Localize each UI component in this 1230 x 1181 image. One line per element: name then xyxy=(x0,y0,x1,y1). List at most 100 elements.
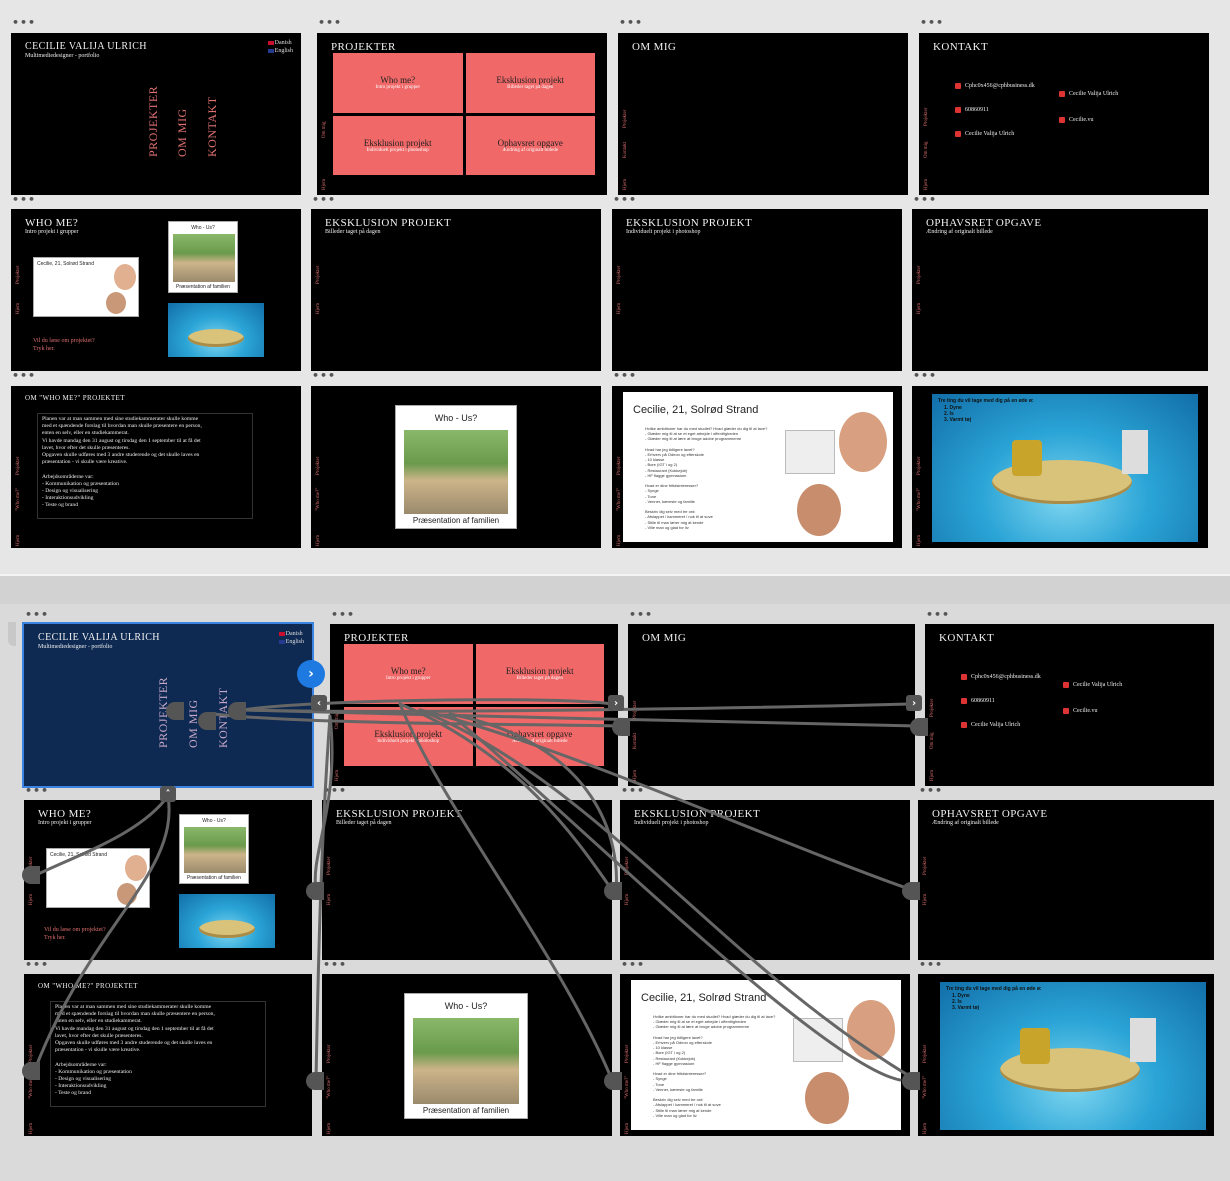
thumb-island[interactable] xyxy=(168,303,264,357)
slide-menu-dots[interactable]: ••• xyxy=(25,958,50,971)
slide-om-who-me[interactable]: OM "WHO ME?" PROJEKTET Hjem "Who me?" Proj… xyxy=(24,974,312,1136)
slide-menu-dots[interactable]: ••• xyxy=(920,16,945,29)
link-anchor-projekter[interactable] xyxy=(166,702,184,720)
slide-kontakt[interactable]: KONTAKT Hjem Om mig Projekter Cphc0x456@cp… xyxy=(925,624,1214,786)
slide-menu-dots[interactable]: ••• xyxy=(331,608,356,621)
link-anchor[interactable] xyxy=(22,866,40,884)
link-anchor[interactable] xyxy=(902,1072,920,1090)
slide-menu-dots[interactable]: ••• xyxy=(12,369,37,382)
link-anchor-kontakt[interactable] xyxy=(228,702,246,720)
nav-home-link[interactable]: Hjem xyxy=(316,534,321,546)
slide-eksklusion-1[interactable]: EKSKLUSION PROJEKT Billeder taget på dag… xyxy=(311,209,601,371)
thumb-island[interactable] xyxy=(179,894,275,948)
nav-home-link[interactable]: Hjem xyxy=(29,1122,34,1134)
slide-kontakt[interactable]: KONTAKT Hjem Om mig Projekter Cphc0x456@cp… xyxy=(919,33,1209,195)
contact-instagram[interactable]: Cecilie.vu xyxy=(1059,117,1094,123)
slide-om-who-me[interactable]: OM "WHO ME?" PROJEKTET Hjem "Who me?" Proj… xyxy=(11,386,301,548)
nav-who-link[interactable]: "Who me?" xyxy=(625,1075,630,1099)
nav-projekter-link[interactable]: Projekter xyxy=(625,856,630,875)
nav-home-link[interactable]: Hjem xyxy=(617,534,622,546)
slide-menu-dots[interactable]: ••• xyxy=(621,784,646,797)
slide-om-mig[interactable]: OM MIG Hjem Kontakt Projekter xyxy=(618,33,908,195)
slide-island[interactable]: Hjem "Who me?" Projekter Tre ting du vil t… xyxy=(912,386,1208,548)
nav-home-link[interactable]: Hjem xyxy=(930,769,935,781)
slide-cecilie[interactable]: Hjem "Who me?" Projekter Cecilie, 21, Solr… xyxy=(612,386,902,548)
slide-menu-dots[interactable]: ••• xyxy=(323,958,348,971)
nav-projekter-link[interactable]: Projekter xyxy=(617,265,622,284)
slide-title[interactable]: CECILIE VALIJA ULRICH Multimediedesigner… xyxy=(11,33,301,195)
language-switch[interactable]: Danish English xyxy=(267,39,293,55)
nav-home-link[interactable]: Hjem xyxy=(625,893,630,905)
nav-home-link[interactable]: Hjem xyxy=(316,302,321,314)
slide-menu-dots[interactable]: ••• xyxy=(619,16,644,29)
contact-linkedin[interactable]: Cecilie Valija Ulrich xyxy=(955,131,1014,137)
nav-home-link[interactable]: Hjem xyxy=(327,1122,332,1134)
slide-eksklusion-1[interactable]: EKSKLUSION PROJEKT Billeder taget på dag… xyxy=(322,800,612,960)
link-anchor[interactable] xyxy=(612,718,630,736)
thumb-who-us[interactable]: Who - Us? Præsentation af familien xyxy=(168,221,238,293)
project-cell-who-me[interactable]: Who me? Intro projekt i grupper xyxy=(344,644,473,704)
nav-projekter-link[interactable]: Projekter xyxy=(327,1044,332,1063)
slide-eksklusion-2[interactable]: EKSKLUSION PROJEKT Individuelt projekt i… xyxy=(612,209,902,371)
nav-who-link[interactable]: "Who me?" xyxy=(923,1075,928,1099)
nav-projekter-link[interactable]: Projekter xyxy=(623,109,628,128)
thumb-cecilie[interactable]: Cecilie, 21, Solrød Strand xyxy=(46,848,150,908)
nav-who-link[interactable]: "Who me?" xyxy=(16,487,21,511)
lang-english-link[interactable]: English xyxy=(285,639,304,645)
link-anchor[interactable] xyxy=(604,1072,622,1090)
nav-home-link[interactable]: Hjem xyxy=(923,893,928,905)
nav-projekter-link[interactable]: Projekter xyxy=(29,1044,34,1063)
nav-projekter-link[interactable]: PROJEKTER xyxy=(146,85,160,157)
nav-home-link[interactable]: Hjem xyxy=(16,534,21,546)
link-arrow-up-icon[interactable]: ˄ xyxy=(160,786,176,802)
slide-menu-dots[interactable]: ••• xyxy=(318,16,343,29)
link-anchor-om-mig[interactable] xyxy=(198,712,216,730)
project-cell-eksklusion-1[interactable]: Eksklusion projekt Billeder taget på dage… xyxy=(465,53,595,113)
nav-who-link[interactable]: "Who me?" xyxy=(327,1075,332,1099)
contact-instagram[interactable]: Cecilie.vu xyxy=(1063,708,1098,714)
project-cell-eksklusion-2[interactable]: Eksklusion projekt Individuelt projekt i … xyxy=(344,706,473,766)
nav-projekter-link[interactable]: Projekter xyxy=(930,698,935,717)
nav-projekter-link[interactable]: Projekter xyxy=(327,856,332,875)
nav-kontakt-link[interactable]: KONTAKT xyxy=(216,687,230,748)
project-cell-who-me[interactable]: Who me? Intro projekt i grupper xyxy=(333,53,463,113)
nav-projekter-link[interactable]: Projekter xyxy=(924,107,929,126)
nav-kontakt-link[interactable]: Kontakt xyxy=(633,732,638,749)
nav-home-link[interactable]: Hjem xyxy=(625,1122,630,1134)
link-anchor[interactable] xyxy=(306,1072,324,1090)
slide-menu-dots[interactable]: ••• xyxy=(926,608,951,621)
slide-who-me[interactable]: WHO ME? Intro projekt i grupper HjemProj… xyxy=(24,800,312,960)
slide-om-mig[interactable]: OM MIG Hjem Kontakt Projekter xyxy=(628,624,915,786)
nav-home-link[interactable]: Hjem xyxy=(335,769,340,781)
read-more-link[interactable]: Vil du læse om projektet? Tryk her. xyxy=(44,927,106,941)
slide-menu-dots[interactable]: ••• xyxy=(312,369,337,382)
read-more-link[interactable]: Vil du læse om projektet? Tryk her. xyxy=(33,338,95,352)
contact-email[interactable]: Cphc0x456@cphbusiness.dk xyxy=(955,83,1035,89)
link-anchor[interactable] xyxy=(604,882,622,900)
slide-menu-dots[interactable]: ••• xyxy=(25,784,50,797)
nav-home-link[interactable]: Hjem xyxy=(623,178,628,190)
slide-island[interactable]: Hjem "Who me?" Projekter Tre ting du vil t… xyxy=(918,974,1214,1136)
nav-projekter-link[interactable]: Projekter xyxy=(923,856,928,875)
nav-projekter-link[interactable]: Projekter xyxy=(633,700,638,719)
nav-who-link[interactable]: "Who me?" xyxy=(617,487,622,511)
lang-english-link[interactable]: English xyxy=(274,48,293,54)
nav-who-link[interactable]: "Who me?" xyxy=(316,487,321,511)
nav-om-mig-link[interactable]: Om mig xyxy=(924,141,929,158)
slide-menu-dots[interactable]: ••• xyxy=(913,369,938,382)
slide-menu-dots[interactable]: ••• xyxy=(312,193,337,206)
slide-menu-dots[interactable]: ••• xyxy=(323,784,348,797)
slide-who-us[interactable]: Hjem "Who me?" Projekter Who - Us? Præsenta… xyxy=(311,386,601,548)
link-anchor[interactable] xyxy=(306,882,324,900)
link-arrow-left-icon[interactable]: ‹ xyxy=(311,695,327,711)
nav-home-link[interactable]: Hjem xyxy=(917,534,922,546)
next-slide-button[interactable]: › xyxy=(297,660,325,688)
nav-home-link[interactable]: Hjem xyxy=(924,178,929,190)
contact-email[interactable]: Cphc0x456@cphbusiness.dk xyxy=(961,674,1041,680)
lang-danish-link[interactable]: Danish xyxy=(274,40,292,46)
slide-menu-dots[interactable]: ••• xyxy=(613,193,638,206)
slide-menu-dots[interactable]: ••• xyxy=(613,369,638,382)
nav-kontakt-link[interactable]: KONTAKT xyxy=(205,96,219,157)
project-cell-ophavsret[interactable]: Ophavsret opgave Ændring af originalt bil… xyxy=(475,706,604,766)
